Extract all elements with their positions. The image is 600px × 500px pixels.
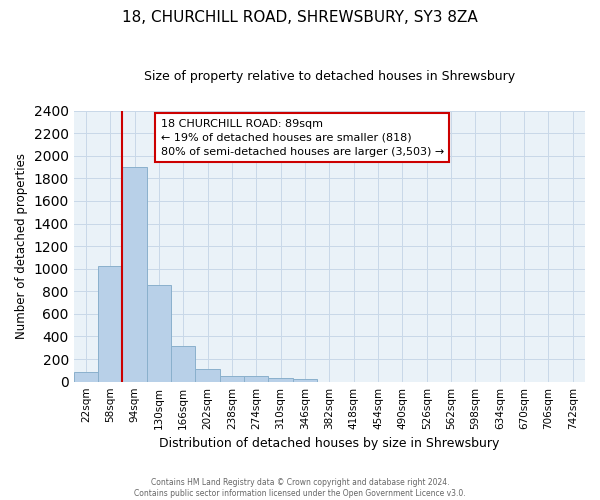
Bar [147, 284, 171, 382]
Bar [244, 376, 268, 382]
Bar [74, 372, 98, 382]
Text: 18 CHURCHILL ROAD: 89sqm
← 19% of detached houses are smaller (818)
80% of semi-: 18 CHURCHILL ROAD: 89sqm ← 19% of detach… [161, 118, 444, 156]
Y-axis label: Number of detached properties: Number of detached properties [15, 153, 28, 339]
X-axis label: Distribution of detached houses by size in Shrewsbury: Distribution of detached houses by size … [159, 437, 500, 450]
Text: Contains HM Land Registry data © Crown copyright and database right 2024.
Contai: Contains HM Land Registry data © Crown c… [134, 478, 466, 498]
Title: Size of property relative to detached houses in Shrewsbury: Size of property relative to detached ho… [144, 70, 515, 83]
Bar [293, 379, 317, 382]
Bar [122, 167, 147, 382]
Bar [98, 266, 122, 382]
Text: 18, CHURCHILL ROAD, SHREWSBURY, SY3 8ZA: 18, CHURCHILL ROAD, SHREWSBURY, SY3 8ZA [122, 10, 478, 25]
Bar [220, 376, 244, 382]
Bar [171, 346, 196, 382]
Bar [268, 378, 293, 382]
Bar [196, 368, 220, 382]
